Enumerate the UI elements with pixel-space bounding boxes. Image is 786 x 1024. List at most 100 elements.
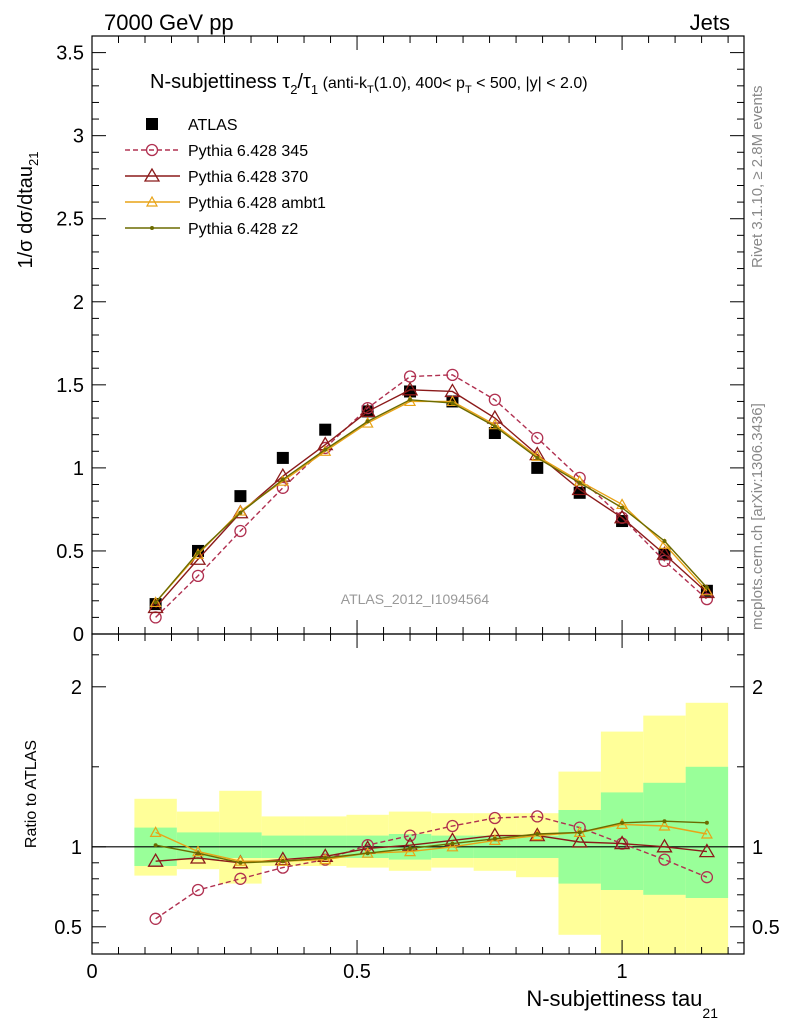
- ratio-point-pythia-6-428-345: [191, 883, 205, 897]
- ratio-point-pythia-6-428-345: [403, 829, 417, 842]
- ratio-point-pythia-6-428-345: [446, 819, 459, 833]
- ratio-point-pythia-6-428-ambt1: [319, 853, 332, 865]
- data-point-pythia-6-428-345: [276, 481, 289, 494]
- ratio-point-pythia-6-428-345: [361, 839, 374, 852]
- ratio-point-pythia-6-428-345: [700, 871, 714, 884]
- y-tick-label-main: 2.5: [56, 209, 84, 231]
- data-point-atlas: [531, 461, 544, 474]
- data-point-pythia-6-428-370: [571, 481, 588, 496]
- series-line-pythia-6-428-345: [155, 374, 708, 618]
- ratio-point-pythia-6-428-z2: [238, 860, 243, 865]
- ratio-point-pythia-6-428-z2: [450, 841, 455, 846]
- data-point-pythia-6-428-345: [234, 524, 247, 538]
- ratio-point-pythia-6-428-z2: [662, 819, 667, 824]
- data-point-pythia-6-428-345: [446, 368, 459, 382]
- header-left: 7000 GeV pp: [104, 10, 234, 35]
- chart-title: N-subjettiness τ2/τ1 (anti-kT(1.0), 400<…: [150, 71, 588, 97]
- legend: ATLAS Pythia 6.428 345 Pythia 6.428 370 Pyt…: [125, 117, 326, 238]
- legend-label-pythia-6-428-345: Pythia 6.428 345: [188, 143, 308, 160]
- ratio-point-pythia-6-428-ambt1: [700, 827, 713, 839]
- ratio-point-pythia-6-428-z2: [153, 843, 158, 848]
- ratio-line-pythia-6-428-z2: [155, 820, 707, 864]
- green-band-bin: [219, 832, 262, 858]
- y-tick-label-ratio-right: 1: [752, 837, 763, 859]
- ratio-point-pythia-6-428-370: [317, 848, 334, 863]
- analysis-id: ATLAS_2012_I1094564: [341, 591, 490, 607]
- ratio-bands: [92, 702, 744, 954]
- ratio-point-pythia-6-428-z2: [704, 820, 709, 825]
- data-point-pythia-6-428-z2: [196, 550, 201, 555]
- data-point-pythia-6-428-ambt1: [149, 596, 162, 608]
- header-right: Jets: [690, 10, 730, 35]
- ratio-point-pythia-6-428-ambt1: [531, 829, 544, 841]
- x-tick-label: 1: [617, 961, 628, 983]
- y-tick-label-main: 0: [73, 624, 84, 646]
- data-point-pythia-6-428-345: [488, 393, 502, 406]
- main-series-layer: [147, 368, 716, 624]
- ratio-point-pythia-6-428-370: [698, 843, 716, 858]
- ratio-point-pythia-6-428-370: [274, 851, 291, 866]
- data-point-atlas: [234, 490, 247, 503]
- data-point-pythia-6-428-ambt1: [700, 584, 713, 596]
- legend-label-pythia-6-428-ambt1: Pythia 6.428 ambt1: [188, 195, 326, 212]
- ratio-point-pythia-6-428-z2: [323, 856, 328, 860]
- data-point-pythia-6-428-z2: [535, 455, 540, 460]
- green-band-bin: [685, 766, 729, 898]
- data-point-atlas: [616, 515, 629, 528]
- ratio-axes-ticks: 0 0.5 10.5 0.51 12 2: [54, 634, 780, 983]
- data-point-atlas: [276, 451, 289, 464]
- ratio-point-pythia-6-428-345: [149, 912, 162, 925]
- ratio-point-pythia-6-428-345: [531, 810, 544, 823]
- ratio-series-layer: [147, 810, 716, 925]
- y-tick-label-ratio-right: 2: [752, 677, 763, 699]
- data-point-pythia-6-428-z2: [280, 477, 285, 482]
- ratio-point-pythia-6-428-z2: [492, 836, 497, 841]
- data-point-pythia-6-428-370: [359, 403, 376, 418]
- ratio-point-pythia-6-428-370: [147, 852, 164, 867]
- y-tick-label-ratio: 1: [71, 837, 82, 859]
- legend-label-atlas: ATLAS: [188, 117, 238, 134]
- x-tick-label: 0.5: [343, 961, 371, 983]
- ratio-point-pythia-6-428-z2: [280, 859, 285, 864]
- ratio-point-pythia-6-428-345: [658, 853, 671, 866]
- ratio-point-pythia-6-428-z2: [577, 830, 582, 835]
- data-point-pythia-6-428-z2: [450, 401, 455, 406]
- ratio-point-pythia-6-428-ambt1: [658, 819, 671, 831]
- ratio-point-pythia-6-428-345: [488, 811, 502, 825]
- data-point-atlas: [319, 423, 332, 436]
- ratio-point-pythia-6-428-ambt1: [149, 826, 162, 838]
- data-point-pythia-6-428-z2: [238, 510, 243, 515]
- data-point-pythia-6-428-z2: [153, 600, 158, 605]
- data-point-pythia-6-428-345: [658, 554, 671, 568]
- data-point-atlas: [488, 427, 501, 440]
- ratio-point-pythia-6-428-ambt1: [446, 840, 459, 852]
- y-axis-label-ratio: Ratio to ATLAS: [23, 740, 40, 848]
- ratio-point-pythia-6-428-ambt1: [234, 854, 247, 866]
- ratio-point-pythia-6-428-z2: [196, 851, 201, 856]
- y-tick-label-main: 1: [73, 458, 84, 480]
- data-point-pythia-6-428-ambt1: [191, 548, 205, 559]
- data-point-pythia-6-428-z2: [365, 419, 370, 424]
- y-axis-label-main: 1/σ dσ/dtau21: [15, 152, 41, 269]
- ratio-line-pythia-6-428-ambt1: [155, 823, 708, 862]
- data-point-pythia-6-428-z2: [662, 538, 667, 543]
- ratio-point-pythia-6-428-370: [189, 849, 207, 864]
- mcplots-label: mcplots.cern.ch [arXiv:1306.3436]: [749, 403, 766, 630]
- ratio-point-pythia-6-428-z2: [365, 851, 370, 856]
- x-tick-label: 0: [86, 961, 97, 983]
- ratio-point-pythia-6-428-z2: [408, 846, 413, 851]
- y-tick-label-main: 1.5: [56, 375, 84, 397]
- data-point-pythia-6-428-z2: [408, 397, 413, 402]
- x-axis-label: N-subjettiness tau21: [526, 986, 718, 1021]
- y-tick-label-main: 2: [73, 292, 84, 314]
- legend-marker-pythia-6-428-z2: [150, 226, 154, 230]
- data-point-pythia-6-428-370: [613, 509, 631, 524]
- ratio-point-pythia-6-428-345: [234, 872, 247, 885]
- data-point-pythia-6-428-z2: [704, 585, 709, 590]
- y-tick-label-main: 3.5: [56, 43, 84, 65]
- data-point-pythia-6-428-z2: [577, 480, 582, 485]
- data-point-pythia-6-428-370: [656, 545, 673, 560]
- ratio-point-pythia-6-428-z2: [535, 832, 540, 836]
- data-point-pythia-6-428-ambt1: [446, 395, 459, 407]
